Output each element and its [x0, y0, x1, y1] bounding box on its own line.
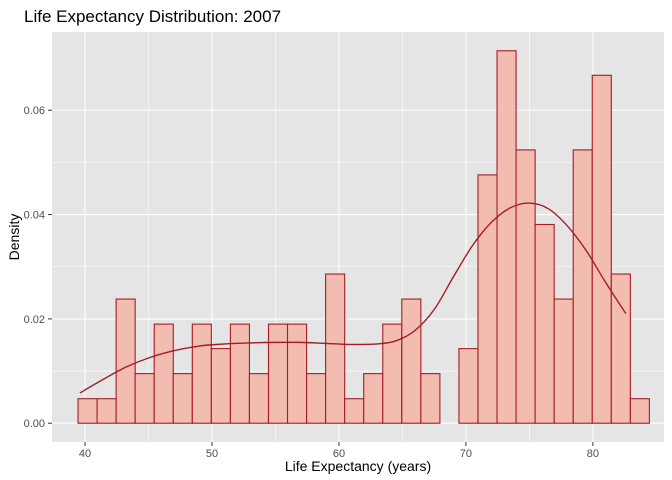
x-tick-label: 80 [587, 448, 599, 460]
y-tick-label: 0.02 [24, 314, 45, 326]
histogram-bar [115, 298, 136, 424]
histogram-bar [496, 50, 517, 424]
histogram-bar [477, 174, 498, 424]
histogram-bar [401, 298, 422, 424]
histogram-bar [553, 298, 574, 424]
histogram-bar [96, 398, 117, 424]
histogram-bar [572, 149, 593, 424]
histogram-bar [229, 323, 250, 424]
histogram-bar [534, 223, 555, 424]
histogram-bar [172, 373, 193, 424]
histogram-bar [420, 373, 441, 424]
histogram-bar [210, 348, 231, 424]
y-axis: 0.00 0.02 0.04 0.06 [24, 105, 52, 430]
histogram-bar [610, 273, 631, 424]
histogram-bar [77, 398, 98, 424]
histogram-bar [344, 398, 365, 424]
histogram-bar [458, 348, 479, 424]
histogram-bar [153, 323, 174, 424]
histogram-bar [191, 323, 212, 424]
x-tick-label: 70 [460, 448, 472, 460]
x-tick-label: 60 [333, 448, 345, 460]
x-axis: 40 50 60 70 80 [79, 442, 599, 460]
y-axis-title: Density [6, 214, 22, 261]
grid-minor [52, 32, 664, 442]
density-curve [79, 202, 627, 394]
x-axis-title: Life Expectancy (years) [285, 458, 431, 474]
x-tick-label: 50 [206, 448, 218, 460]
y-tick-label: 0.00 [24, 418, 45, 430]
histogram-bar [248, 373, 270, 424]
histogram-bar [286, 323, 308, 424]
histogram-bar [325, 273, 346, 424]
y-tick-label: 0.06 [24, 105, 45, 117]
x-tick-label: 40 [79, 448, 91, 460]
histogram-bar [267, 323, 289, 424]
histogram-bar [306, 373, 327, 424]
histogram-bar [515, 149, 536, 424]
y-tick-label: 0.04 [24, 210, 45, 222]
chart-title: Life Expectancy Distribution: 2007 [24, 7, 281, 26]
histogram-bar [629, 398, 650, 424]
histogram-bar [591, 74, 612, 424]
histogram-bar [134, 373, 155, 424]
histogram-bars [77, 50, 650, 424]
histogram-bar [363, 373, 384, 424]
